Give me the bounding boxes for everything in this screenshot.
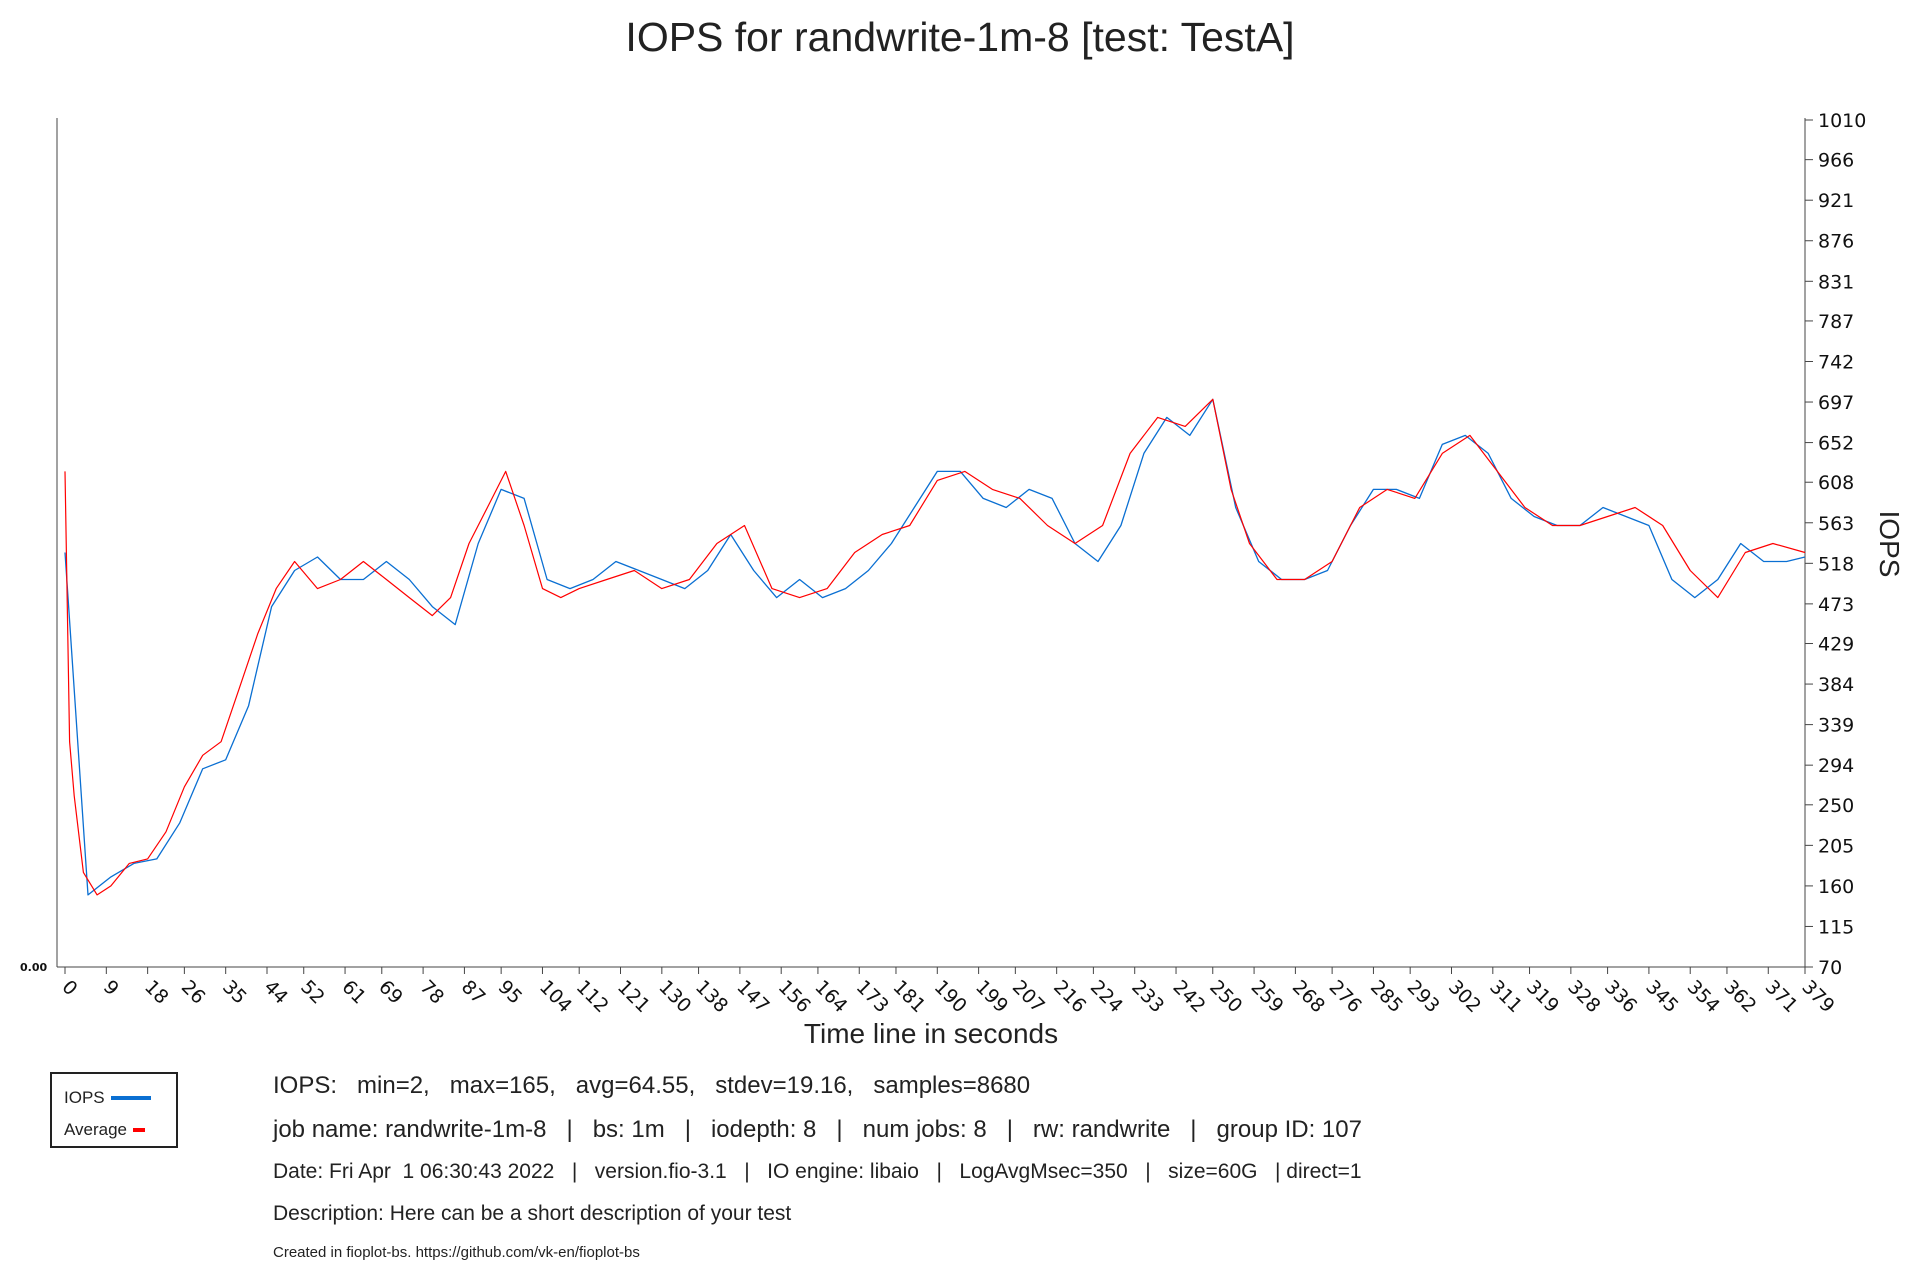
y-tick-label: 160 bbox=[1818, 876, 1854, 898]
y-tick-label: 115 bbox=[1818, 916, 1854, 938]
x-tick-label: 207 bbox=[1008, 976, 1049, 1017]
x-tick-label: 181 bbox=[888, 976, 929, 1017]
y-tick-label: 742 bbox=[1818, 351, 1854, 373]
y-tick-label: 1010 bbox=[1818, 110, 1866, 132]
y-tick-label: 339 bbox=[1818, 715, 1854, 737]
x-tick-label: 26 bbox=[177, 976, 210, 1009]
x-tick-label: 173 bbox=[852, 976, 893, 1017]
left-axis-zero-label: 0.00 bbox=[20, 961, 47, 974]
x-tick-label: 336 bbox=[1600, 976, 1641, 1017]
x-tick-label: 371 bbox=[1761, 976, 1802, 1017]
x-tick-label: 9 bbox=[99, 976, 123, 1000]
x-tick-label: 87 bbox=[457, 976, 490, 1009]
x-tick-label: 138 bbox=[691, 976, 732, 1017]
x-tick-label: 345 bbox=[1641, 976, 1682, 1017]
x-tick-label: 190 bbox=[930, 976, 971, 1017]
y-tick-label: 384 bbox=[1818, 674, 1854, 696]
y-tick-label: 697 bbox=[1818, 392, 1854, 414]
iops-chart: 0.00 70 115 160 205 250 294 339 384 429 473 518 563… bbox=[20, 110, 1905, 1049]
legend-label-iops: IOPS bbox=[64, 1088, 105, 1107]
x-tick-label: 293 bbox=[1403, 976, 1444, 1017]
x-tick-label: 379 bbox=[1797, 976, 1838, 1017]
y-tick-label: 652 bbox=[1818, 433, 1854, 455]
x-tick-label: 104 bbox=[535, 976, 576, 1017]
y-tick-label: 473 bbox=[1818, 594, 1854, 616]
x-tick-label: 156 bbox=[774, 976, 815, 1017]
series-line-average bbox=[64, 398, 1806, 896]
x-tick-label: 112 bbox=[572, 976, 613, 1017]
x-tick-label: 311 bbox=[1485, 976, 1526, 1017]
y-tick-label: 563 bbox=[1818, 513, 1854, 535]
x-tick-label: 302 bbox=[1444, 976, 1485, 1017]
x-tick-label: 285 bbox=[1366, 976, 1407, 1017]
x-tick-label: 95 bbox=[494, 976, 527, 1009]
stats-credit: Created in fioplot-bs. https://github.co… bbox=[273, 1244, 640, 1261]
x-tick-label: 18 bbox=[140, 976, 173, 1009]
x-tick-label: 199 bbox=[971, 976, 1012, 1017]
x-tick-label: 319 bbox=[1522, 976, 1563, 1017]
chart-title: IOPS for randwrite-1m-8 [test: TestA] bbox=[625, 14, 1295, 60]
x-tick-label: 276 bbox=[1325, 976, 1366, 1017]
y-tick-label: 429 bbox=[1818, 634, 1854, 656]
legend-item-average: Average bbox=[64, 1120, 146, 1140]
x-axis-title: Time line in seconds bbox=[804, 1018, 1058, 1049]
stats-iops-summary: IOPS: min=2, max=165, avg=64.55, stdev=1… bbox=[273, 1072, 1031, 1099]
y-ticks: 70 115 160 205 250 294 339 384 429 473 518 563 608 65… bbox=[1805, 110, 1866, 979]
y-tick-label: 518 bbox=[1818, 553, 1854, 575]
x-tick-label: 121 bbox=[613, 976, 654, 1017]
legend-label-average: Average bbox=[64, 1120, 128, 1139]
x-tick-label: 35 bbox=[218, 976, 251, 1009]
x-tick-label: 242 bbox=[1168, 976, 1209, 1017]
y-tick-label: 205 bbox=[1818, 835, 1854, 857]
x-tick-label: 268 bbox=[1288, 976, 1329, 1017]
x-tick-label: 362 bbox=[1719, 976, 1760, 1017]
x-tick-label: 61 bbox=[338, 976, 371, 1009]
x-tick-label: 130 bbox=[654, 976, 695, 1017]
stats-description: Description: Here can be a short descrip… bbox=[273, 1202, 792, 1225]
y-tick-label: 250 bbox=[1818, 795, 1854, 817]
x-tick-label: 78 bbox=[416, 976, 449, 1009]
x-tick-label: 0 bbox=[57, 976, 81, 1000]
series-layer bbox=[64, 398, 1806, 896]
x-tick-label: 69 bbox=[374, 976, 407, 1009]
x-tick-label: 224 bbox=[1086, 976, 1127, 1017]
y-tick-label: 921 bbox=[1818, 190, 1854, 212]
y-tick-label: 787 bbox=[1818, 311, 1854, 333]
x-tick-label: 354 bbox=[1683, 976, 1724, 1017]
x-tick-label: 44 bbox=[259, 976, 292, 1009]
y-tick-label: 876 bbox=[1818, 231, 1854, 253]
y-tick-label: 966 bbox=[1818, 150, 1854, 172]
x-tick-label: 233 bbox=[1127, 976, 1168, 1017]
x-tick-label: 216 bbox=[1049, 976, 1090, 1017]
legend: IOPS Average bbox=[50, 1072, 178, 1148]
series-line-iops bbox=[64, 398, 1806, 896]
stats-run-info: Date: Fri Apr 1 06:30:43 2022 | version.… bbox=[273, 1160, 1362, 1183]
x-tick-label: 147 bbox=[732, 976, 773, 1017]
x-tick-label: 250 bbox=[1205, 976, 1246, 1017]
y-tick-label: 70 bbox=[1818, 957, 1842, 979]
legend-swatch-average bbox=[133, 1128, 146, 1132]
x-tick-label: 164 bbox=[810, 976, 851, 1017]
legend-swatch-iops bbox=[110, 1096, 151, 1100]
x-tick-label: 328 bbox=[1563, 976, 1604, 1017]
y-tick-label: 608 bbox=[1818, 472, 1854, 494]
y-axis-title: IOPS bbox=[1874, 511, 1905, 578]
x-tick-label: 259 bbox=[1247, 976, 1288, 1017]
x-tick-label: 52 bbox=[296, 976, 329, 1009]
stats-job-info: job name: randwrite-1m-8 | bs: 1m | iode… bbox=[273, 1116, 1362, 1143]
chart-axes: 0.00 bbox=[20, 118, 1806, 974]
y-tick-label: 831 bbox=[1818, 271, 1854, 293]
y-tick-label: 294 bbox=[1818, 755, 1854, 777]
legend-item-iops: IOPS bbox=[64, 1088, 151, 1108]
